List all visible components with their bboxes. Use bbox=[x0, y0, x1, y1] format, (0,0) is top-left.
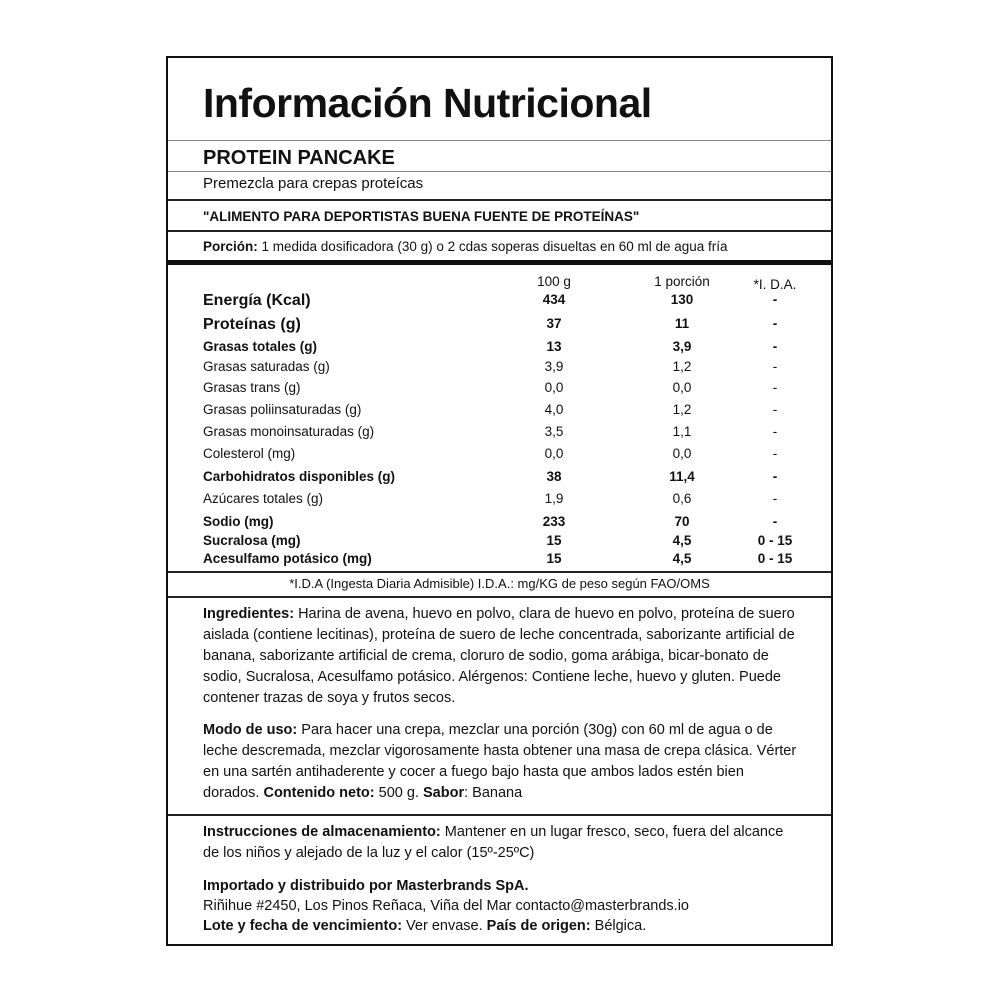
value-100g: 0,0 bbox=[544, 380, 564, 395]
value-portion: 1,2 bbox=[672, 359, 692, 374]
value-ida: - bbox=[772, 514, 778, 529]
portion-text: 1 medida dosificadora (30 g) o 2 cdas so… bbox=[257, 239, 728, 254]
value-ida: - bbox=[772, 402, 778, 417]
divider bbox=[168, 171, 831, 172]
value-ida: 0 - 15 bbox=[757, 533, 793, 548]
value-100g: 3,5 bbox=[544, 424, 564, 439]
ingredients: Ingredientes: Harina de avena, huevo en … bbox=[203, 604, 803, 709]
value-100g: 4,0 bbox=[544, 402, 564, 417]
value-portion: 130 bbox=[670, 292, 694, 307]
value-portion: 4,5 bbox=[672, 533, 692, 548]
nutrient-label: Azúcares totales (g) bbox=[203, 491, 324, 506]
header-100g: 100 g bbox=[537, 274, 571, 289]
storage: Instrucciones de almacenamiento: Mantene… bbox=[203, 822, 803, 864]
value-portion: 11,4 bbox=[669, 469, 695, 484]
value-ida: - bbox=[772, 292, 778, 307]
header-portion: 1 porción bbox=[654, 274, 710, 289]
value-portion: 11 bbox=[674, 316, 690, 331]
ingredients-label: Ingredientes: bbox=[203, 606, 295, 622]
ida-footnote: *I.D.A (Ingesta Diaria Admisible) I.D.A.… bbox=[289, 576, 710, 591]
lot-label: Lote y fecha de vencimiento: bbox=[203, 918, 403, 934]
value-100g: 37 bbox=[546, 316, 562, 331]
nutrient-label: Energía (Kcal) bbox=[203, 292, 311, 309]
value-ida: - bbox=[772, 316, 778, 331]
nutrient-label: Grasas totales (g) bbox=[203, 339, 318, 354]
divider bbox=[168, 199, 831, 201]
value-ida: - bbox=[772, 424, 778, 439]
value-100g: 38 bbox=[546, 469, 562, 484]
importer-address: Riñihue #2450, Los Pinos Reñaca, Viña de… bbox=[203, 898, 689, 914]
net-content-value: 500 g. bbox=[374, 785, 423, 801]
nutrient-label: Grasas monoinsaturadas (g) bbox=[203, 424, 375, 439]
value-ida: - bbox=[772, 491, 778, 506]
value-ida: - bbox=[772, 380, 778, 395]
value-100g: 15 bbox=[546, 533, 562, 548]
value-ida: - bbox=[772, 469, 778, 484]
nutrient-label: Sodio (mg) bbox=[203, 514, 274, 529]
label-title: Información Nutricional bbox=[203, 80, 652, 126]
net-content-label: Contenido neto: bbox=[263, 785, 375, 801]
value-ida: 0 - 15 bbox=[757, 551, 793, 566]
value-portion: 0,6 bbox=[672, 491, 692, 506]
usage-text: Para hacer una crepa, mezclar una porció… bbox=[203, 722, 797, 801]
importer: Importado y distribuido por Masterbrands… bbox=[203, 876, 803, 936]
value-100g: 233 bbox=[542, 514, 566, 529]
nutrient-label: Acesulfamo potásico (mg) bbox=[203, 551, 372, 566]
divider bbox=[168, 571, 831, 573]
nutrient-label: Carbohidratos disponibles (g) bbox=[203, 469, 396, 484]
divider bbox=[168, 230, 831, 232]
value-portion: 4,5 bbox=[672, 551, 692, 566]
nutrient-label: Proteínas (g) bbox=[203, 316, 301, 333]
value-ida: - bbox=[772, 359, 778, 374]
value-portion: 1,1 bbox=[672, 424, 692, 439]
value-portion: 70 bbox=[674, 514, 690, 529]
nutrient-label: Grasas saturadas (g) bbox=[203, 359, 330, 374]
value-100g: 3,9 bbox=[544, 359, 564, 374]
origin-label: País de origen: bbox=[486, 918, 591, 934]
product-subtitle: Premezcla para crepas proteícas bbox=[203, 175, 424, 192]
lot-value: Ver envase. bbox=[402, 918, 487, 934]
value-ida: - bbox=[772, 339, 778, 354]
value-portion: 3,9 bbox=[672, 339, 692, 354]
portion-info: Porción: 1 medida dosificadora (30 g) o … bbox=[203, 239, 728, 254]
usage-label: Modo de uso: bbox=[203, 722, 298, 738]
divider bbox=[168, 260, 831, 265]
storage-label: Instrucciones de almacenamiento: bbox=[203, 824, 441, 840]
ingredients-text: Harina de avena, huevo en polvo, clara d… bbox=[203, 606, 795, 706]
value-ida: - bbox=[772, 446, 778, 461]
value-100g: 1,9 bbox=[544, 491, 564, 506]
nutrient-label: Colesterol (mg) bbox=[203, 446, 296, 461]
value-100g: 434 bbox=[542, 292, 566, 307]
lot-origin: Lote y fecha de vencimiento: Ver envase.… bbox=[203, 916, 803, 936]
flavor-label: Sabor bbox=[423, 785, 465, 801]
product-name: PROTEIN PANCAKE bbox=[203, 147, 395, 169]
value-100g: 15 bbox=[546, 551, 562, 566]
value-100g: 13 bbox=[546, 339, 562, 354]
header-ida: *I. D.A. bbox=[753, 277, 797, 292]
value-100g: 0,0 bbox=[544, 446, 564, 461]
divider bbox=[168, 814, 831, 816]
divider bbox=[168, 140, 831, 141]
divider bbox=[168, 596, 831, 598]
product-claim: "ALIMENTO PARA DEPORTISTAS BUENA FUENTE … bbox=[203, 209, 640, 224]
nutrition-label: Información Nutricional PROTEIN PANCAKE … bbox=[166, 56, 833, 946]
nutrient-label: Grasas poliinsaturadas (g) bbox=[203, 402, 362, 417]
storage-text: Mantener en un lugar fresco, seco, fuera… bbox=[203, 824, 784, 861]
value-portion: 1,2 bbox=[672, 402, 692, 417]
portion-label: Porción: bbox=[203, 239, 258, 254]
flavor-value: : Banana bbox=[464, 785, 523, 801]
value-portion: 0,0 bbox=[672, 380, 692, 395]
nutrient-label: Sucralosa (mg) bbox=[203, 533, 301, 548]
origin-value: Bélgica. bbox=[590, 918, 647, 934]
importer-line: Importado y distribuido por Masterbrands… bbox=[203, 878, 529, 894]
value-portion: 0,0 bbox=[672, 446, 692, 461]
usage: Modo de uso: Para hacer una crepa, mezcl… bbox=[203, 720, 803, 804]
nutrient-label: Grasas trans (g) bbox=[203, 380, 301, 395]
